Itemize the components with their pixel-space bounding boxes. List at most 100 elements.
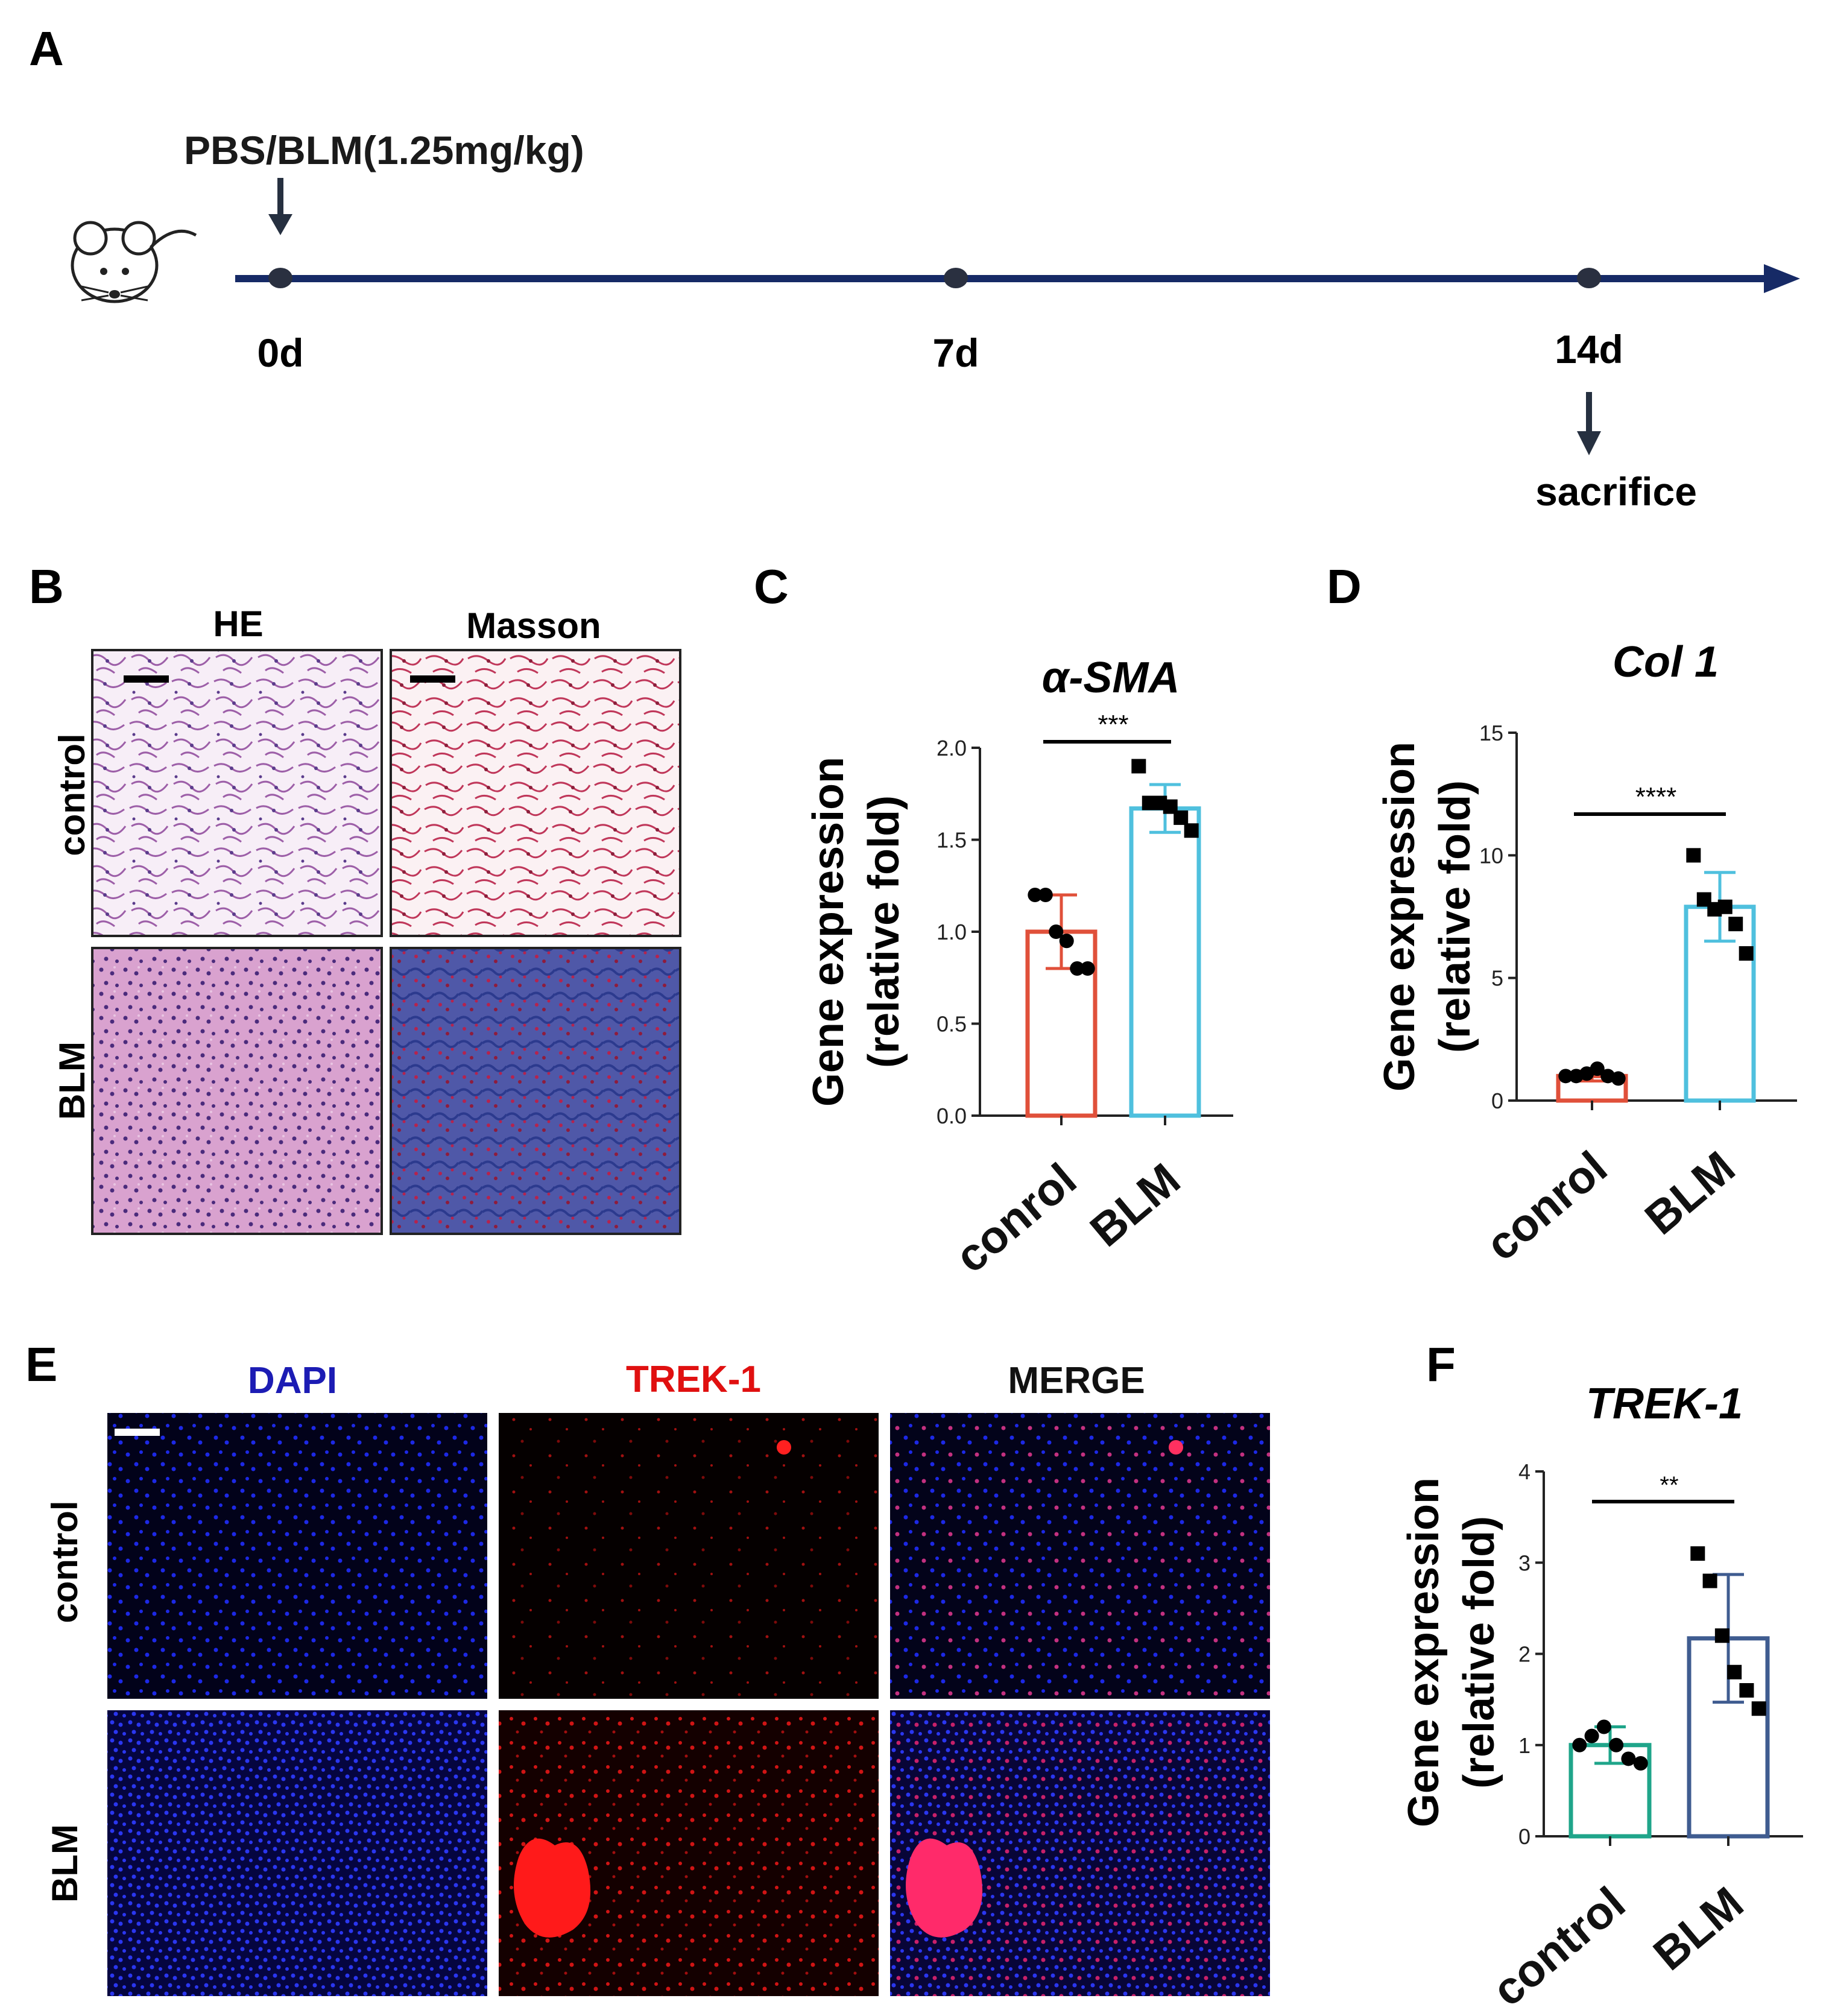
y-tick-label-d: 0 xyxy=(1491,1089,1503,1113)
timepoint-0d xyxy=(268,268,292,288)
day-label-0d: 0d xyxy=(257,330,303,375)
timepoint-7d xyxy=(944,268,968,288)
panel-letter-b: B xyxy=(29,560,64,613)
data-point-d-1 xyxy=(1686,848,1701,863)
data-point-c-0 xyxy=(1059,934,1074,949)
micrograph-merge-control xyxy=(890,1413,1270,1699)
y-tick-label-c: 0.0 xyxy=(937,1104,967,1128)
y-tick-label-f: 4 xyxy=(1518,1459,1530,1484)
micrograph-masson-blm xyxy=(390,947,681,1235)
micrograph-he-blm xyxy=(91,947,383,1235)
y-tick-label-f: 3 xyxy=(1518,1550,1530,1575)
panel-letter-a: A xyxy=(29,22,64,75)
category-label-f-1: BLM xyxy=(1644,1877,1753,1980)
significance-stars-c: *** xyxy=(1098,710,1128,739)
column-label-masson: Masson xyxy=(466,605,601,646)
panel-letter-d: D xyxy=(1327,560,1362,613)
panel-f: F TREK-1 Gene expression (relative fold)… xyxy=(1400,1338,1803,2016)
row-label-e-control: control xyxy=(45,1500,85,1623)
bar-chart-d: 0 5 10 15 conrol BLM **** xyxy=(1476,721,1797,1271)
y-tick-label-c: 0.5 xyxy=(937,1012,967,1037)
data-point-d-0 xyxy=(1558,1069,1573,1084)
ylabel-c-line2: (relative fold) xyxy=(860,795,908,1068)
chart-title-d: Col 1 xyxy=(1613,638,1719,686)
day-label-7d: 7d xyxy=(932,330,979,375)
panel-a: A PBS/BLM(1.25mg/kg) 0d 7d 14d sacrifice xyxy=(29,22,1800,514)
timepoint-14d xyxy=(1577,268,1601,288)
trek1-signal-dot xyxy=(777,1440,791,1455)
data-point-f-0 xyxy=(1596,1719,1611,1734)
significance-stars-d: **** xyxy=(1635,782,1677,812)
trek1-signal-cluster xyxy=(514,1838,591,1938)
y-tick-label-d: 15 xyxy=(1479,721,1503,745)
data-point-c-0 xyxy=(1028,888,1043,902)
data-point-d-0 xyxy=(1590,1061,1605,1076)
panel-d: D Col 1 Gene expression (relative fold) … xyxy=(1327,560,1797,1271)
data-point-c-0 xyxy=(1038,888,1053,902)
data-point-d-1 xyxy=(1717,899,1733,914)
data-point-f-0 xyxy=(1572,1737,1587,1752)
ylabel-c-line1: Gene expression xyxy=(804,757,853,1107)
data-point-f-1 xyxy=(1739,1683,1754,1698)
panel-letter-f: F xyxy=(1426,1338,1456,1391)
y-tick-label-f: 1 xyxy=(1518,1733,1530,1758)
y-tick-label-c: 1.0 xyxy=(937,920,967,944)
column-label-trek1: TREK-1 xyxy=(626,1359,761,1400)
ylabel-d-line2: (relative fold) xyxy=(1431,780,1479,1053)
y-tick-label-c: 1.5 xyxy=(937,828,967,853)
bar-c-1 xyxy=(1129,806,1201,1118)
column-label-he: HE xyxy=(213,604,263,644)
column-label-merge: MERGE xyxy=(1008,1360,1145,1401)
chart-title-f: TREK-1 xyxy=(1586,1380,1743,1428)
panel-letter-c: C xyxy=(754,560,789,613)
panel-b: B HE Masson control BLM xyxy=(29,560,681,1235)
panel-c: C α-SMA Gene expression (relative fold) … xyxy=(754,560,1233,1283)
data-point-f-0 xyxy=(1609,1737,1624,1752)
mouse-icon xyxy=(71,221,197,303)
row-label-blm: BLM xyxy=(52,1041,92,1120)
category-label-d-0: conrol xyxy=(1476,1142,1617,1271)
data-point-c-1 xyxy=(1131,759,1146,774)
treatment-label: PBS/BLM(1.25mg/kg) xyxy=(184,128,584,172)
y-tick-label-f: 0 xyxy=(1518,1824,1530,1849)
category-label-c-0: conrol xyxy=(946,1154,1086,1283)
ylabel-f-line2: (relative fold) xyxy=(1455,1516,1503,1789)
data-point-f-0 xyxy=(1584,1728,1599,1743)
y-tick-label-d: 10 xyxy=(1479,843,1503,868)
day-label-14d: 14d xyxy=(1555,327,1623,371)
micrograph-masson-control xyxy=(390,649,681,937)
data-point-f-1 xyxy=(1751,1701,1766,1716)
sacrifice-arrow-head xyxy=(1577,431,1601,455)
data-point-f-1 xyxy=(1714,1628,1729,1643)
chart-title-c: α-SMA xyxy=(1042,654,1180,702)
data-point-f-0 xyxy=(1633,1756,1648,1771)
panel-e: E DAPI TREK-1 MERGE control BLM xyxy=(25,1338,1270,1996)
data-point-c-0 xyxy=(1080,961,1095,976)
merge-signal-cluster xyxy=(906,1838,983,1938)
ylabel-f-line1: Gene expression xyxy=(1400,1477,1448,1827)
data-point-f-0 xyxy=(1621,1751,1636,1766)
bar-chart-f: 0 1 2 3 4 control BLM ** xyxy=(1483,1459,1803,2016)
micrograph-dapi-blm xyxy=(107,1710,487,1996)
row-label-e-blm: BLM xyxy=(45,1824,85,1903)
merge-signal-dot xyxy=(1169,1440,1183,1455)
data-point-c-1 xyxy=(1174,810,1189,825)
column-label-dapi: DAPI xyxy=(248,1360,337,1401)
micrograph-trek1-control xyxy=(499,1413,879,1699)
data-point-f-1 xyxy=(1702,1573,1717,1588)
y-tick-label-f: 2 xyxy=(1518,1642,1530,1667)
category-label-c-1: BLM xyxy=(1081,1154,1190,1257)
data-point-f-1 xyxy=(1727,1664,1742,1679)
data-point-c-0 xyxy=(1049,924,1064,939)
micrograph-he-control xyxy=(91,649,383,937)
micrograph-dapi-control xyxy=(107,1413,487,1699)
y-tick-label-c: 2.0 xyxy=(937,736,967,760)
sacrifice-label: sacrifice xyxy=(1535,469,1697,514)
data-point-d-0 xyxy=(1611,1071,1626,1086)
timeline-arrowhead xyxy=(1764,264,1800,293)
ylabel-d-line1: Gene expression xyxy=(1376,742,1424,1092)
category-label-f-0: control xyxy=(1483,1877,1635,2016)
category-label-d-1: BLM xyxy=(1635,1142,1745,1245)
